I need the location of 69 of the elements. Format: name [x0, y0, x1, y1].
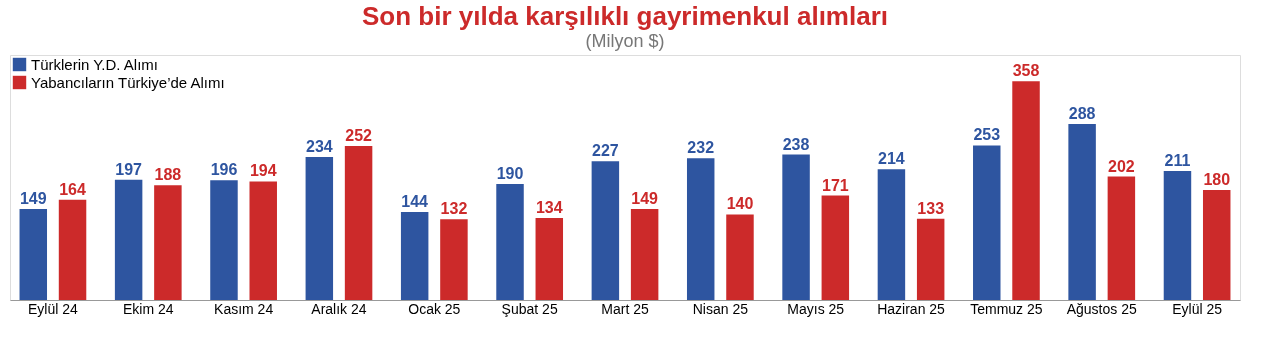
data-label: 149: [631, 189, 659, 207]
bar: [440, 219, 468, 300]
bar: [1202, 190, 1231, 300]
data-label: 134: [535, 199, 563, 217]
bar: [591, 161, 620, 300]
chart-title: Son bir yılda karşılıklı gayrimenkul alımları: [362, 1, 888, 31]
x-tick-label: Mart 25: [601, 300, 649, 317]
data-label: 232: [687, 139, 715, 157]
legend-label: Türklerin Y.D. Alımı: [31, 55, 158, 73]
data-label: 188: [154, 166, 182, 184]
data-label: 238: [782, 135, 810, 153]
data-label: 180: [1203, 171, 1231, 189]
data-label: 227: [592, 142, 619, 160]
x-tick-label: Eylül 24: [28, 300, 79, 317]
bar: [686, 158, 715, 300]
data-label: 197: [115, 160, 143, 178]
bar: [916, 218, 945, 300]
data-label: 132: [440, 200, 468, 218]
chart-subtitle: (Milyon $): [585, 31, 665, 51]
bar: [821, 195, 850, 300]
data-label: 164: [59, 180, 86, 198]
bar: [1012, 81, 1040, 300]
bar: [535, 218, 564, 300]
bar: [726, 214, 754, 300]
bar: [630, 208, 659, 300]
data-label: 196: [210, 161, 238, 179]
data-label: 171: [821, 176, 849, 194]
data-label: 133: [917, 199, 945, 217]
x-tick-label: Nisan 25: [692, 300, 749, 317]
x-tick-label: Aralık 24: [311, 300, 367, 317]
x-tick-label: Ocak 25: [408, 300, 461, 317]
data-label: 234: [305, 138, 333, 156]
bar: [1107, 176, 1136, 300]
bar: [782, 154, 810, 300]
data-label: 211: [1164, 152, 1191, 170]
data-label: 149: [19, 189, 47, 207]
x-tick-label: Şubat 25: [501, 300, 558, 317]
x-tick-label: Eylül 25: [1172, 300, 1223, 317]
bar: [58, 199, 87, 300]
data-label: 288: [1068, 105, 1096, 123]
bar: [114, 179, 143, 300]
data-label: 358: [1012, 62, 1040, 80]
bar: [305, 157, 334, 300]
data-label: 253: [973, 126, 1001, 144]
bar: [210, 180, 238, 300]
bar: [249, 181, 277, 300]
bar: [19, 208, 48, 300]
data-label: 190: [496, 164, 524, 182]
data-label: 214: [878, 150, 905, 168]
x-tick-label: Kasım 24: [214, 300, 274, 317]
x-tick-label: Ağustos 25: [1066, 300, 1137, 317]
data-label: 202: [1108, 157, 1135, 175]
data-label: 252: [345, 127, 373, 145]
x-tick-label: Haziran 25: [877, 300, 946, 317]
legend-label: Yabancıların Türkiye’de Alımı: [31, 73, 225, 91]
bar: [496, 183, 524, 300]
data-label: 194: [249, 162, 277, 180]
bar: [1163, 171, 1192, 300]
data-label: 144: [401, 193, 429, 211]
bar: [344, 146, 373, 300]
bar: [973, 145, 1001, 300]
bar: [154, 185, 182, 300]
bar: [400, 212, 429, 300]
bar: [1068, 124, 1096, 300]
data-label: 140: [726, 195, 754, 213]
x-tick-label: Mayıs 25: [787, 300, 845, 317]
x-tick-label: Temmuz 25: [970, 300, 1043, 317]
bar: [877, 169, 906, 300]
x-tick-label: Ekim 24: [122, 300, 174, 317]
